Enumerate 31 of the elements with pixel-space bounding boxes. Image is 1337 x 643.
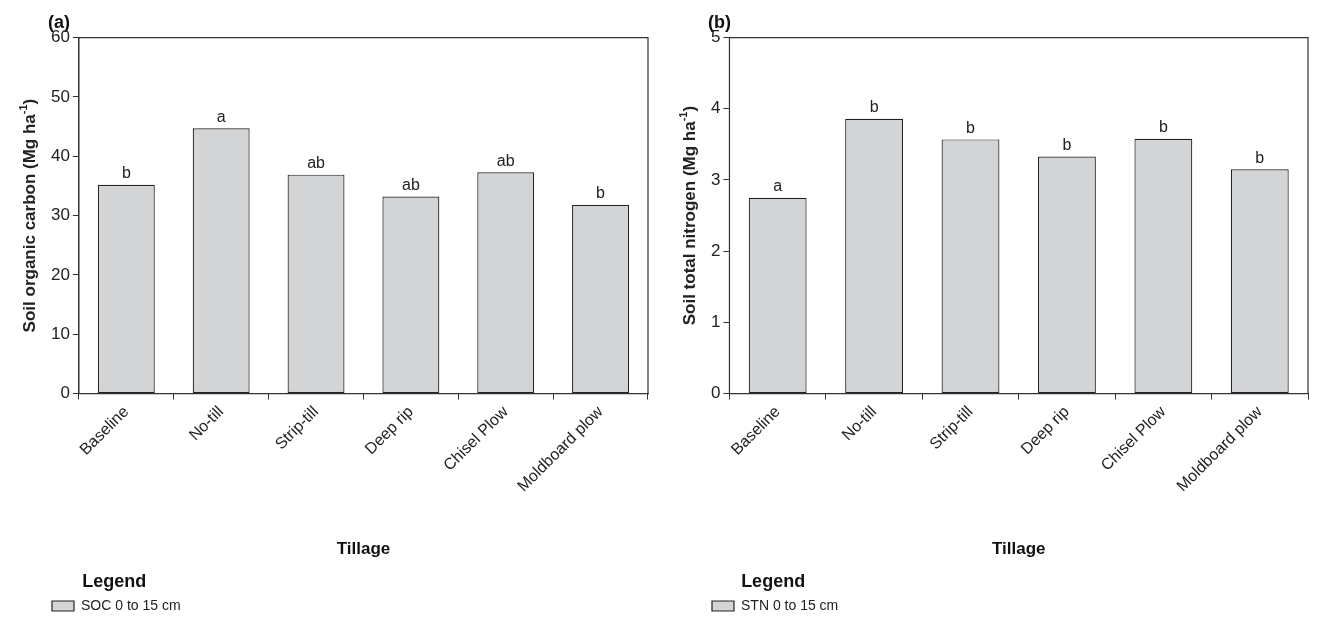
x-axis-title: Tillage	[336, 538, 391, 558]
y-tick-label: 0	[710, 383, 721, 403]
y-tick-label: 2	[710, 240, 721, 260]
data-label: b	[596, 184, 606, 202]
legend-title: Legend	[741, 571, 806, 592]
legend-label: SOC 0 to 15 cm	[81, 596, 181, 613]
legend-title: Legend	[82, 571, 147, 592]
y-tick-label: 40	[50, 145, 70, 165]
y-tick-label: 0	[60, 383, 70, 403]
data-label: ab	[307, 154, 326, 172]
data-label: b	[966, 118, 976, 136]
legend-label: STN 0 to 15 cm	[741, 596, 839, 613]
data-label: b	[1255, 148, 1265, 166]
y-tick-label: 20	[50, 264, 70, 284]
y-tick-label: 4	[710, 98, 721, 118]
y-tick-label: 1	[710, 312, 721, 332]
y-axis-title: Soil organic carbon (Mg ha-1)	[17, 98, 39, 333]
data-label: a	[216, 107, 226, 125]
y-tick-label: 30	[50, 205, 70, 225]
data-label: ab	[496, 151, 515, 169]
data-label: b	[121, 164, 131, 182]
y-tick-label: 50	[50, 86, 70, 106]
data-label: b	[1062, 135, 1072, 153]
data-label: b	[1158, 118, 1168, 136]
data-label: a	[773, 177, 783, 195]
data-label: ab	[401, 176, 420, 193]
y-tick-label: 10	[50, 323, 70, 343]
y-tick-label: 3	[710, 169, 721, 189]
y-axis-title: Soil total nitrogen (Mg ha-1)	[677, 105, 699, 326]
x-axis-title: Tillage	[991, 538, 1046, 558]
data-label: b	[869, 98, 879, 116]
